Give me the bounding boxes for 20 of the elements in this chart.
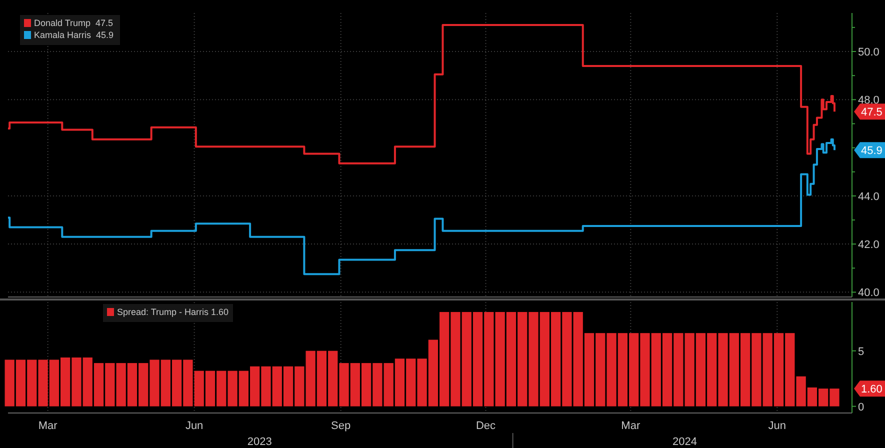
x-tick-label: Dec xyxy=(476,420,496,432)
y-tick-label: 42.0 xyxy=(858,239,880,252)
y-tick-label: 40.0 xyxy=(858,287,880,300)
x-tick-label: Jun xyxy=(185,420,204,432)
x2-tick-label: 2024 xyxy=(672,436,698,448)
text: 1.60 xyxy=(861,384,882,396)
x-tick-label: Mar xyxy=(621,420,640,432)
x2-tick-label: 2023 xyxy=(247,436,272,448)
legend-label: Kamala Harris 45.9 xyxy=(34,30,114,40)
text: 45.9 xyxy=(861,145,882,158)
x-tick-label: Jun xyxy=(768,420,786,432)
legend-label: Spread: Trump - Harris 1.60 xyxy=(117,307,229,317)
y-tick-label: 0 xyxy=(858,401,864,414)
legend-label: Donald Trump 47.5 xyxy=(34,18,114,28)
y-tick-label: 5 xyxy=(858,346,864,358)
y-tick-label: 50.0 xyxy=(858,46,880,59)
text: 47.5 xyxy=(861,106,882,119)
y-tick-label: 44.0 xyxy=(858,190,880,203)
x-tick-label: Sep xyxy=(331,420,351,432)
x-tick-label: Mar xyxy=(38,420,58,432)
